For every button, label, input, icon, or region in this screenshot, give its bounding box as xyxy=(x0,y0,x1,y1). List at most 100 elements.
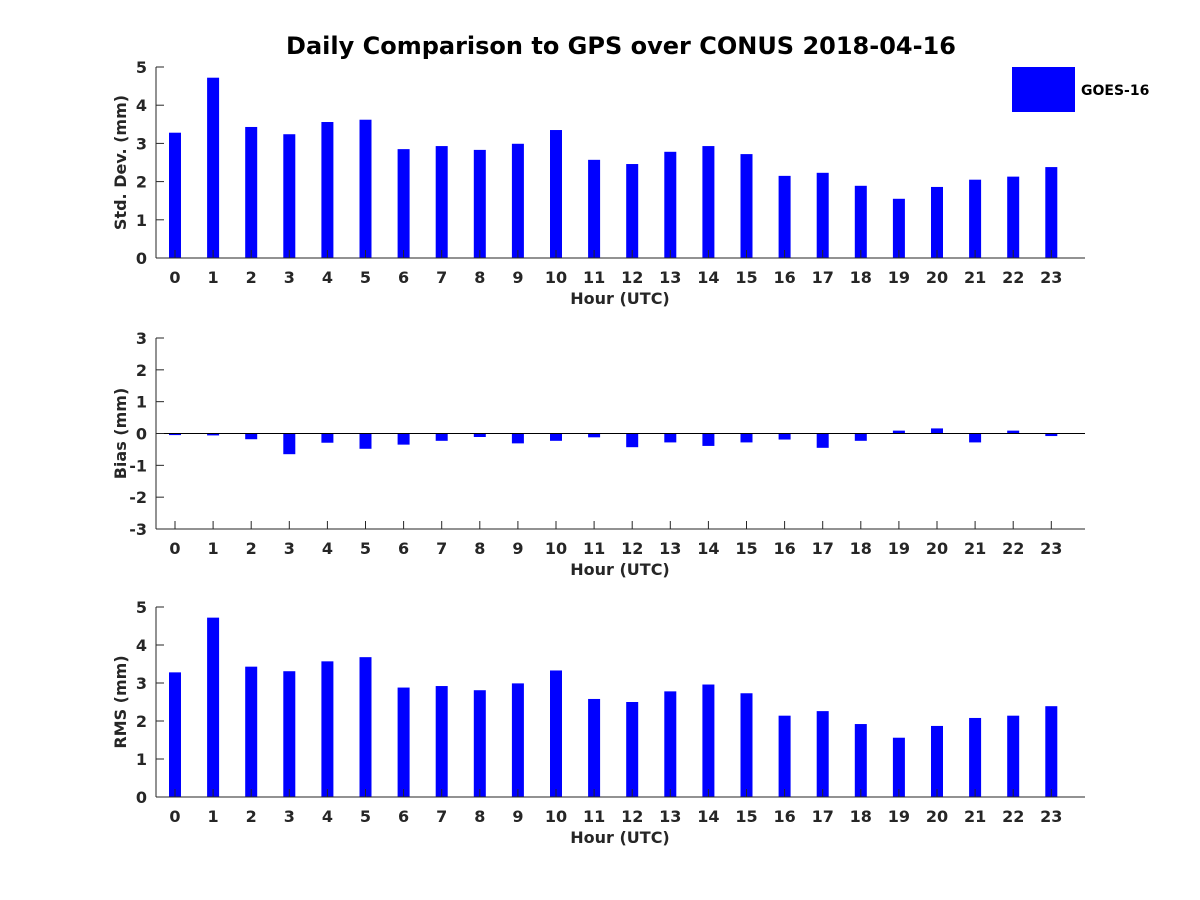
std-x-tick-label: 9 xyxy=(512,268,523,287)
bias-bar xyxy=(511,433,524,444)
bias-x-tick-label: 23 xyxy=(1040,539,1062,558)
rms-x-tick-label: 5 xyxy=(360,807,371,826)
rms-bar xyxy=(283,671,296,797)
bias-bar xyxy=(321,433,334,443)
std-y-tick-label: 4 xyxy=(136,96,147,115)
bias-bar xyxy=(702,433,715,446)
bias-y-axis-label: Bias (mm) xyxy=(111,388,130,480)
std-x-tick-label: 7 xyxy=(436,268,447,287)
bias-y-tick-label: 1 xyxy=(136,393,147,412)
std-bar xyxy=(740,154,753,258)
std-bar xyxy=(854,185,867,258)
std-bar xyxy=(931,186,943,258)
std-x-tick-label: 6 xyxy=(398,268,409,287)
rms-x-tick-label: 22 xyxy=(1002,807,1024,826)
std-y-axis-label: Std. Dev. (mm) xyxy=(111,95,130,230)
rms-x-tick-label: 21 xyxy=(964,807,986,826)
std-y-tick-label: 5 xyxy=(136,58,147,77)
bias-bar xyxy=(435,433,448,441)
rms-bar xyxy=(664,691,677,797)
bias-bar xyxy=(854,433,867,441)
bias-y-tick-label: -3 xyxy=(129,520,147,539)
rms-bar xyxy=(359,657,372,797)
std-x-tick-label: 17 xyxy=(812,268,834,287)
rms-y-tick-label: 2 xyxy=(136,712,147,731)
bias-bar xyxy=(664,433,677,443)
bias-x-tick-label: 2 xyxy=(246,539,257,558)
rms-y-tick-label: 3 xyxy=(136,674,147,693)
bias-x-tick-label: 10 xyxy=(545,539,567,558)
rms-x-tick-label: 3 xyxy=(284,807,295,826)
rms-bar xyxy=(892,737,905,797)
rms-bar xyxy=(169,672,181,797)
rms-x-tick-label: 14 xyxy=(697,807,719,826)
std-bar xyxy=(283,134,296,258)
bias-x-tick-label: 5 xyxy=(360,539,371,558)
std-x-tick-label: 8 xyxy=(474,268,485,287)
bias-bar xyxy=(207,433,220,436)
bias-x-tick-label: 4 xyxy=(322,539,333,558)
bias-x-tick-label: 15 xyxy=(735,539,757,558)
std-bar xyxy=(397,149,410,258)
std-y-tick-label: 2 xyxy=(136,173,147,192)
rms-x-tick-label: 10 xyxy=(545,807,567,826)
rms-bar xyxy=(931,725,943,797)
std-x-tick-label: 21 xyxy=(964,268,986,287)
std-bar xyxy=(1007,176,1020,258)
std-x-tick-label: 3 xyxy=(284,268,295,287)
rms-y-tick-label: 4 xyxy=(136,636,147,655)
std-bar xyxy=(473,149,486,258)
legend-swatch xyxy=(1012,67,1075,112)
std-x-tick-label: 16 xyxy=(773,268,795,287)
bias-bar xyxy=(359,433,372,449)
rms-bar xyxy=(588,698,601,797)
bias-x-tick-label: 7 xyxy=(436,539,447,558)
bias-bar xyxy=(892,430,905,434)
rms-bar xyxy=(969,717,982,797)
rms-x-tick-label: 17 xyxy=(812,807,834,826)
std-y-tick-label: 0 xyxy=(136,249,147,268)
bias-bar xyxy=(169,433,181,436)
rms-x-tick-label: 11 xyxy=(583,807,605,826)
bias-bar xyxy=(550,433,562,441)
bias-bar xyxy=(397,433,410,445)
std-x-tick-label: 11 xyxy=(583,268,605,287)
std-x-axis-label: Hour (UTC) xyxy=(570,289,670,308)
bias-x-tick-label: 14 xyxy=(697,539,719,558)
bias-y-tick-label: 0 xyxy=(136,425,147,444)
std-x-tick-label: 18 xyxy=(850,268,872,287)
bias-bar xyxy=(245,433,258,440)
rms-x-tick-label: 13 xyxy=(659,807,681,826)
rms-x-tick-label: 4 xyxy=(322,807,333,826)
std-x-tick-label: 12 xyxy=(621,268,643,287)
rms-x-tick-label: 6 xyxy=(398,807,409,826)
rms-bar xyxy=(550,670,562,797)
std-bar xyxy=(778,175,791,258)
bias-bar xyxy=(1045,433,1058,437)
rms-x-tick-label: 15 xyxy=(735,807,757,826)
std-bar xyxy=(207,77,220,258)
rms-bar xyxy=(473,690,486,797)
bias-x-tick-label: 13 xyxy=(659,539,681,558)
rms-bar xyxy=(207,617,220,797)
rms-x-tick-label: 12 xyxy=(621,807,643,826)
std-x-tick-label: 2 xyxy=(246,268,257,287)
bias-x-tick-label: 1 xyxy=(208,539,219,558)
bias-bar xyxy=(931,428,943,434)
rms-x-tick-label: 9 xyxy=(512,807,523,826)
rms-y-tick-label: 0 xyxy=(136,788,147,807)
rms-x-tick-label: 1 xyxy=(208,807,219,826)
rms-bar xyxy=(702,684,715,797)
std-bar xyxy=(588,159,601,258)
std-bar xyxy=(359,119,372,258)
std-y-tick-label: 3 xyxy=(136,134,147,153)
rms-bar xyxy=(321,661,334,797)
rms-bar xyxy=(626,702,639,797)
rms-bar xyxy=(397,687,410,797)
rms-x-tick-label: 7 xyxy=(436,807,447,826)
std-x-tick-label: 5 xyxy=(360,268,371,287)
